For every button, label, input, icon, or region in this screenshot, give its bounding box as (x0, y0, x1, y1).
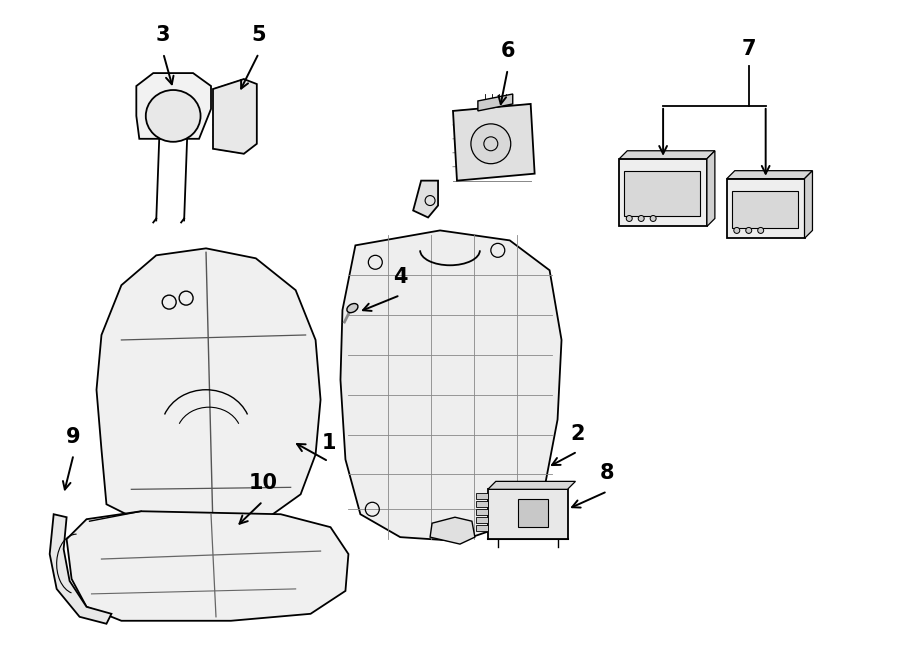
Circle shape (650, 215, 656, 221)
Text: 5: 5 (251, 25, 266, 45)
Circle shape (626, 215, 632, 221)
Polygon shape (727, 171, 813, 178)
Bar (732, 190, 797, 229)
Text: 4: 4 (393, 267, 408, 287)
Polygon shape (453, 104, 535, 180)
Circle shape (746, 227, 751, 233)
Ellipse shape (146, 90, 201, 142)
Polygon shape (340, 231, 562, 541)
Polygon shape (619, 151, 715, 159)
Polygon shape (478, 94, 513, 111)
Circle shape (734, 227, 740, 233)
Polygon shape (619, 159, 706, 227)
Polygon shape (488, 481, 575, 489)
Bar (518, 499, 547, 527)
Bar (476, 525, 488, 531)
Circle shape (471, 124, 510, 164)
Polygon shape (727, 178, 805, 239)
Text: 6: 6 (500, 41, 515, 61)
Bar (476, 501, 488, 507)
Text: 7: 7 (742, 39, 756, 59)
Text: 3: 3 (156, 25, 170, 45)
Text: 10: 10 (248, 473, 277, 493)
Text: 1: 1 (321, 434, 336, 453)
Polygon shape (430, 517, 475, 544)
Polygon shape (67, 511, 348, 621)
Polygon shape (213, 79, 256, 154)
Text: 8: 8 (600, 463, 615, 483)
Bar (476, 509, 488, 515)
Polygon shape (50, 514, 112, 624)
Bar (476, 493, 488, 499)
Polygon shape (805, 171, 813, 239)
Bar (625, 171, 700, 217)
Ellipse shape (346, 303, 358, 313)
Polygon shape (96, 249, 320, 534)
Polygon shape (136, 73, 211, 139)
Text: 9: 9 (67, 426, 81, 447)
Polygon shape (706, 151, 715, 227)
Polygon shape (413, 180, 438, 217)
Bar (476, 517, 488, 524)
Polygon shape (488, 489, 568, 539)
Circle shape (638, 215, 644, 221)
Text: 2: 2 (571, 424, 585, 444)
Circle shape (758, 227, 764, 233)
